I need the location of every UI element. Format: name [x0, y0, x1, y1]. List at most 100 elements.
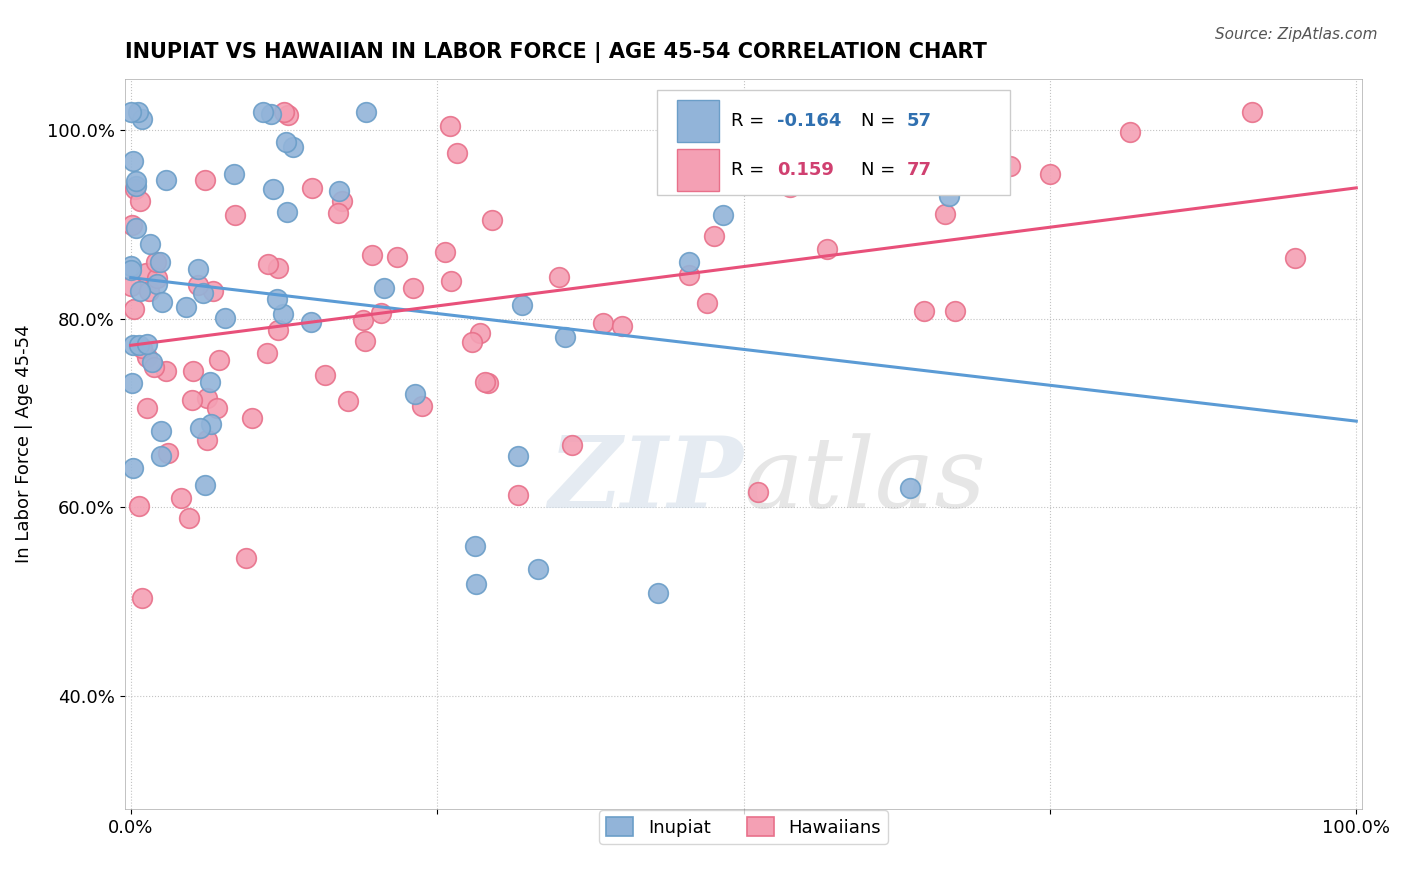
- Point: [1284, 251, 1306, 265]
- Point: [135, 266, 157, 280]
- Point: [402, 280, 425, 294]
- Point: [281, 140, 304, 154]
- Point: [195, 391, 218, 405]
- Point: [131, 342, 153, 356]
- Point: [224, 209, 246, 223]
- Text: N =: N =: [860, 112, 901, 130]
- Point: [200, 417, 222, 432]
- Point: [277, 108, 299, 122]
- Point: [703, 229, 725, 244]
- Point: [125, 221, 148, 235]
- Point: [235, 551, 257, 566]
- Point: [150, 450, 173, 464]
- Text: Source: ZipAtlas.com: Source: ZipAtlas.com: [1215, 27, 1378, 42]
- Point: [143, 359, 166, 374]
- Point: [711, 208, 734, 222]
- Point: [240, 411, 263, 425]
- Point: [122, 337, 145, 351]
- Point: [898, 481, 921, 495]
- Point: [260, 106, 283, 120]
- Point: [271, 308, 294, 322]
- Point: [561, 438, 583, 452]
- Point: [330, 194, 353, 208]
- Point: [121, 218, 143, 232]
- Point: [354, 334, 377, 348]
- Point: [945, 304, 967, 318]
- Point: [547, 270, 569, 285]
- Point: [131, 112, 153, 127]
- Point: [197, 433, 219, 447]
- Point: [474, 376, 496, 390]
- Point: [200, 375, 222, 389]
- Point: [411, 399, 433, 413]
- Point: [934, 207, 956, 221]
- Point: [155, 364, 177, 378]
- Point: [136, 401, 159, 415]
- Point: [299, 315, 322, 329]
- Point: [276, 205, 298, 219]
- Point: [141, 354, 163, 368]
- Point: [554, 330, 576, 344]
- Point: [354, 104, 377, 119]
- Point: [468, 326, 491, 341]
- Point: [267, 323, 290, 337]
- Point: [138, 284, 160, 298]
- Point: [610, 318, 633, 333]
- Point: [149, 255, 172, 269]
- Point: [157, 445, 180, 459]
- Point: [170, 491, 193, 506]
- Legend: Inupiat, Hawaiians: Inupiat, Hawaiians: [599, 810, 889, 844]
- Point: [464, 577, 486, 591]
- Text: -0.164: -0.164: [778, 112, 841, 130]
- Point: [433, 244, 456, 259]
- FancyBboxPatch shape: [657, 89, 1010, 195]
- Point: [276, 135, 298, 149]
- Point: [124, 182, 146, 196]
- Point: [256, 346, 278, 360]
- Point: [373, 281, 395, 295]
- Text: INUPIAT VS HAWAIIAN IN LABOR FORCE | AGE 45-54 CORRELATION CHART: INUPIAT VS HAWAIIAN IN LABOR FORCE | AGE…: [125, 42, 987, 62]
- Point: [477, 376, 499, 391]
- Point: [360, 248, 382, 262]
- Point: [208, 352, 231, 367]
- Point: [328, 184, 350, 198]
- Point: [506, 488, 529, 502]
- Point: [314, 368, 336, 382]
- Point: [193, 286, 215, 301]
- Point: [194, 173, 217, 187]
- Text: 57: 57: [907, 112, 932, 130]
- Point: [188, 420, 211, 434]
- Text: ZIP: ZIP: [548, 432, 744, 529]
- Point: [912, 304, 935, 318]
- Point: [122, 301, 145, 316]
- Point: [124, 178, 146, 193]
- Text: N =: N =: [860, 161, 901, 179]
- Point: [120, 104, 142, 119]
- Point: [150, 295, 173, 310]
- Point: [592, 316, 614, 330]
- Point: [696, 295, 718, 310]
- Point: [938, 188, 960, 202]
- Point: [121, 461, 143, 475]
- Point: [149, 424, 172, 438]
- Point: [120, 279, 142, 293]
- Point: [128, 338, 150, 352]
- Point: [506, 449, 529, 463]
- Y-axis label: In Labor Force | Age 45-54: In Labor Force | Age 45-54: [15, 325, 32, 563]
- FancyBboxPatch shape: [676, 149, 718, 191]
- Point: [834, 149, 856, 163]
- Point: [187, 262, 209, 277]
- Text: atlas: atlas: [744, 433, 986, 528]
- Point: [129, 194, 152, 208]
- Point: [128, 499, 150, 513]
- Point: [1039, 167, 1062, 181]
- Point: [439, 120, 461, 134]
- Point: [370, 306, 392, 320]
- Point: [125, 174, 148, 188]
- Point: [481, 213, 503, 227]
- Point: [301, 181, 323, 195]
- Point: [446, 145, 468, 160]
- Point: [205, 401, 228, 415]
- Point: [121, 153, 143, 168]
- Point: [129, 284, 152, 298]
